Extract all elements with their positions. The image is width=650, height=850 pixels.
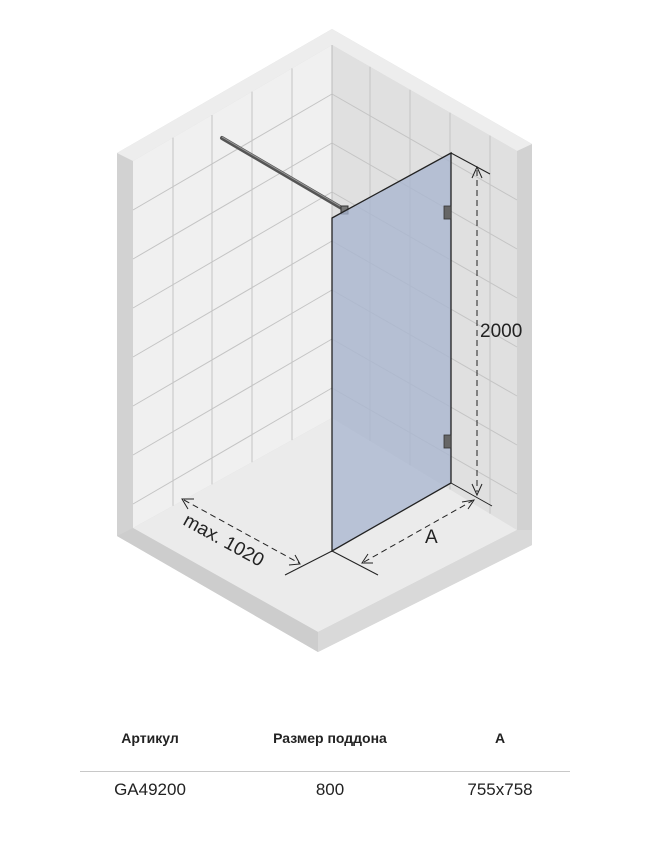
floor-front-left-face xyxy=(117,528,318,652)
height-label: 2000 xyxy=(480,321,522,342)
cell-a: 755x758 xyxy=(467,780,533,799)
hinge-bottom xyxy=(443,434,452,449)
tile-line xyxy=(132,142,333,260)
tile-line xyxy=(132,191,333,309)
cell-tray-size: 800 xyxy=(315,780,345,799)
tile-line xyxy=(132,289,333,407)
tile-line xyxy=(331,93,518,201)
table-divider xyxy=(80,771,570,772)
floor-front-right-face xyxy=(318,530,532,652)
hinge-top xyxy=(443,205,452,220)
max-width-dimension xyxy=(181,498,333,576)
glass-panel xyxy=(331,151,452,553)
header-article: Артикул xyxy=(121,730,179,746)
header-a: A xyxy=(494,730,506,746)
tile-line xyxy=(132,93,333,211)
shower-screen-diagram: 2000 A max. 1020 xyxy=(117,29,532,652)
width-label: A xyxy=(425,527,438,548)
cell-article: GA49200 xyxy=(114,780,186,799)
header-tray-size: Размер поддона xyxy=(273,730,387,746)
support-rod xyxy=(220,136,347,212)
tile-line xyxy=(132,338,333,456)
height-dimension xyxy=(450,152,493,507)
floor xyxy=(133,418,517,632)
tile-line xyxy=(132,240,333,358)
tile-line xyxy=(132,387,333,505)
width-dimension xyxy=(331,499,476,576)
support-rod-highlight xyxy=(221,136,346,210)
left-wall xyxy=(133,45,332,528)
